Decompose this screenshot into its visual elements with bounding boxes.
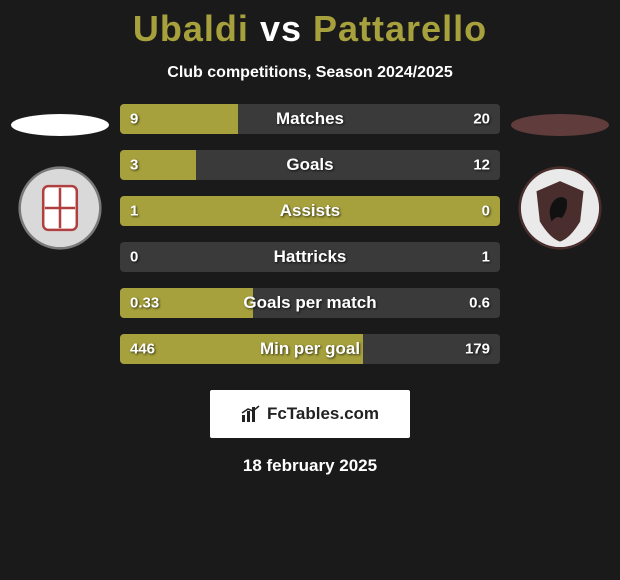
stat-row: 10Assists [120,196,500,226]
bar-left-segment [120,150,196,180]
bar-right-segment [196,150,500,180]
bar-left-segment [120,288,253,318]
bar-left-segment [120,196,500,226]
site-name: FcTables.com [267,404,379,424]
left-player-column [0,104,120,250]
site-badge[interactable]: FcTables.com [210,390,410,438]
player-right-name: Pattarello [313,8,487,49]
comparison-panel: 920Matches 312Goals 10Assists 01Hattricks 0.… [0,104,620,380]
stat-row: 0.330.6Goals per match [120,288,500,318]
bar-right-segment [238,104,500,134]
page-title: Ubaldi vs Pattarello [0,0,620,50]
bar-right-segment [253,288,500,318]
bar-right-segment [363,334,500,364]
vs-word: vs [260,8,302,49]
right-team-badge [518,166,602,250]
subtitle: Club competitions, Season 2024/2025 [0,64,620,82]
bar-right-segment [120,242,500,272]
chart-icon [241,405,261,423]
player-left-name: Ubaldi [133,8,249,49]
stat-row: 01Hattricks [120,242,500,272]
left-player-oval [11,114,109,136]
stat-row: 920Matches [120,104,500,134]
stat-bars: 920Matches 312Goals 10Assists 01Hattricks 0.… [120,104,500,380]
bar-left-segment [120,334,363,364]
stat-row: 312Goals [120,150,500,180]
right-player-column [500,104,620,250]
stat-row: 446179Min per goal [120,334,500,364]
snapshot-date: 18 february 2025 [0,456,620,476]
right-player-oval [511,114,609,136]
bar-left-segment [120,104,238,134]
left-team-badge [18,166,102,250]
